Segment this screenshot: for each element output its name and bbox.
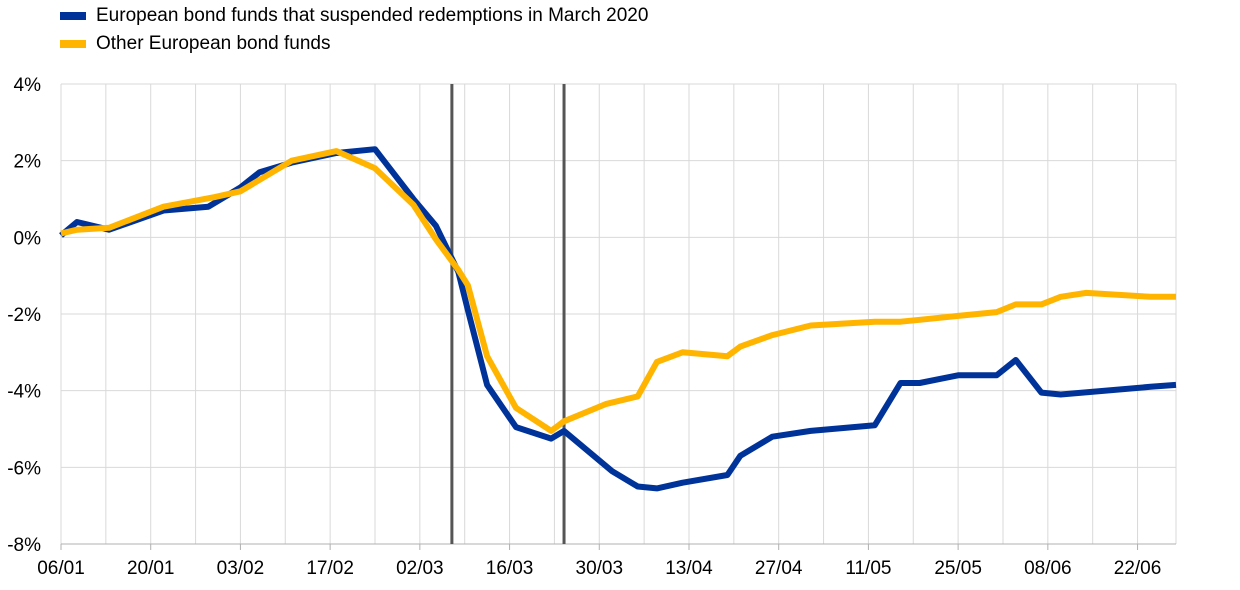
x-tick-label: 20/01 bbox=[127, 558, 175, 579]
legend-item-other-funds: Other European bond funds bbox=[60, 30, 648, 58]
y-tick-label: 0% bbox=[14, 228, 42, 249]
x-tick-label: 08/06 bbox=[1024, 558, 1072, 579]
y-tick-label: 4% bbox=[14, 75, 42, 96]
legend-label-other-funds: Other European bond funds bbox=[96, 33, 331, 54]
x-tick-label: 11/05 bbox=[845, 558, 891, 579]
y-tick-label: -8% bbox=[7, 535, 41, 556]
x-tick-label: 17/02 bbox=[306, 558, 354, 579]
legend-item-suspended-funds: European bond funds that suspended redem… bbox=[60, 2, 648, 30]
chart-legend: European bond funds that suspended redem… bbox=[60, 2, 648, 58]
y-tick-label: -4% bbox=[7, 382, 41, 403]
x-tick-label: 06/01 bbox=[37, 558, 85, 579]
x-tick-label: 30/03 bbox=[576, 558, 624, 579]
x-tick-label: 03/02 bbox=[217, 558, 265, 579]
y-tick-label: -2% bbox=[7, 305, 41, 326]
y-tick-label: -6% bbox=[7, 458, 41, 479]
x-tick-label: 13/04 bbox=[665, 558, 713, 579]
x-tick-label: 25/05 bbox=[934, 558, 982, 579]
x-tick-label: 22/06 bbox=[1114, 558, 1162, 579]
series-line-suspended-funds bbox=[59, 146, 1177, 492]
legend-label-suspended-funds: European bond funds that suspended redem… bbox=[96, 5, 649, 26]
legend-swatch-suspended-funds bbox=[60, 12, 86, 20]
x-tick-label: 27/04 bbox=[755, 558, 803, 579]
legend-swatch-other-funds bbox=[60, 40, 86, 48]
x-tick-label: 02/03 bbox=[396, 558, 444, 579]
y-tick-label: 2% bbox=[14, 152, 42, 173]
x-tick-label: 16/03 bbox=[486, 558, 534, 579]
series-line-other-funds bbox=[60, 148, 1176, 434]
